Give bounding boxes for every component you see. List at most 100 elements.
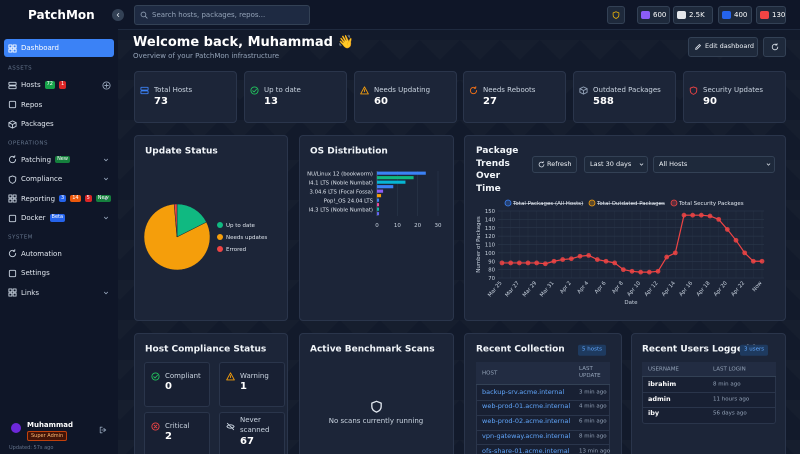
table-header: [476, 362, 610, 385]
page-title: Welcome back, Muhammad 👋: [133, 35, 354, 51]
icon: [116, 13, 120, 17]
icon: [639, 163, 643, 166]
search-box[interactable]: [134, 5, 310, 25]
legend-label: Total Outdated Packages: [596, 201, 665, 207]
nav-item[interactable]: Compliance: [8, 172, 62, 186]
username: iby: [648, 409, 660, 418]
bar: [377, 180, 406, 184]
os-distribution-chart: 0 10 20 30 NU/Linux 12 (bookworm) l4.1 LTS (N…: [307, 171, 442, 229]
bar: [377, 185, 394, 189]
icon: [150, 371, 160, 381]
line-point: [681, 212, 687, 218]
nav-label: Settings: [21, 269, 50, 277]
host-link[interactable]: web-prod-01.acme.internal: [482, 402, 571, 411]
nav-section-title: ASSETS: [8, 65, 33, 72]
column-header: USERNAME: [648, 366, 679, 373]
line-point: [690, 212, 696, 218]
nav-item[interactable]: Automation: [8, 247, 62, 261]
refresh-button[interactable]: [763, 37, 786, 57]
legend-label: Up to date: [226, 223, 256, 229]
nav-item[interactable]: Links: [8, 286, 39, 300]
nav-badge: 1: [58, 81, 67, 89]
icon: [150, 421, 160, 431]
counter-icon: [760, 11, 769, 19]
y-tick-label: 70: [488, 276, 495, 282]
nav-label: Repos: [21, 100, 43, 109]
card-title: OS Distribution: [310, 146, 388, 157]
bar: [377, 171, 426, 175]
refresh-label: Refresh: [547, 159, 572, 168]
award-button[interactable]: [607, 6, 625, 24]
collapse-button[interactable]: [112, 9, 124, 21]
nav-item[interactable]: Settings: [8, 266, 50, 280]
icon: [359, 85, 369, 94]
user-name: Muhammad: [27, 420, 73, 429]
stat-label: Security Updates: [703, 85, 763, 94]
last-login: 8 min ago: [713, 381, 741, 388]
counter-value: 600: [653, 10, 667, 19]
line-point: [638, 269, 644, 275]
y-tick-label: 120: [485, 234, 496, 240]
column-header: HOST: [482, 370, 498, 377]
last-updated: Updated: 57s ago: [9, 445, 54, 451]
icon: [578, 85, 588, 95]
nav-label: Compliance: [21, 175, 63, 183]
compliance-label: Critical: [165, 421, 190, 430]
stat-value: 73: [154, 95, 168, 107]
hosts-select[interactable]: [653, 156, 775, 173]
line-point: [742, 250, 748, 256]
host-link[interactable]: ofs-share-01.acme.internal: [482, 446, 570, 454]
range-select[interactable]: [584, 156, 648, 173]
counter-button[interactable]: [673, 6, 713, 24]
host-link[interactable]: backup-srv.acme.internal: [482, 387, 565, 396]
nav-item[interactable]: Packages: [8, 117, 54, 131]
icon: [8, 155, 17, 164]
nav-item[interactable]: Dashboard: [8, 41, 59, 55]
user-role: Super Admin: [27, 431, 68, 441]
counter-button[interactable]: [637, 6, 670, 24]
y-tick-label: 110: [485, 243, 496, 249]
stat-value: 13: [264, 95, 278, 107]
bar: [377, 203, 380, 207]
line-point: [655, 268, 661, 274]
x-tick-label: Apr 12: [644, 280, 660, 297]
legend-label: Total Packages (All Hosts): [512, 201, 583, 207]
edit-dashboard-button[interactable]: [688, 37, 758, 57]
host-link[interactable]: web-prod-02.acme.internal: [482, 417, 571, 426]
legend-swatch: [217, 246, 223, 252]
x-tick-label: Mar 29: [522, 280, 538, 298]
host-link[interactable]: vpn-gateway.acme.internal: [482, 431, 571, 440]
icon: [104, 177, 108, 181]
line-point: [577, 253, 583, 259]
username: ibrahim: [648, 380, 677, 389]
last-update: 6 min ago: [579, 418, 607, 425]
nav-badge: Beta: [49, 214, 66, 222]
x-tick-label: 0: [375, 223, 379, 229]
last-update: 4 min ago: [579, 404, 607, 410]
nav-item[interactable]: Docker Beta: [8, 211, 66, 225]
line-point: [516, 260, 522, 266]
legend-label: Errored: [226, 247, 246, 253]
line-point: [525, 260, 531, 266]
line-point: [499, 260, 505, 266]
legend-swatch: [670, 199, 678, 207]
refresh-trends-button[interactable]: [532, 156, 577, 173]
row-divider: [476, 444, 610, 446]
x-tick-label: Apr 20: [713, 280, 729, 298]
icon: [612, 11, 620, 19]
logo: PatchMon: [28, 7, 95, 22]
counter-button[interactable]: [756, 6, 786, 24]
y-tick-label: l4.1 LTS (Noble Numbat): [309, 180, 373, 186]
stat-card: [683, 71, 786, 123]
nav-label: Automation: [21, 249, 62, 258]
counter-button[interactable]: [718, 6, 752, 24]
nav-item[interactable]: Repos: [8, 98, 42, 112]
legend-swatch: [588, 199, 596, 207]
nav-item[interactable]: Hosts 72 1: [8, 78, 67, 92]
icon: [8, 249, 17, 258]
x-tick-label: Mar 27: [504, 280, 520, 298]
nav-item[interactable]: Reporting 3 14 5 New: [8, 192, 111, 206]
icon: [8, 194, 17, 203]
y-tick-label: Pop!_OS 24.04 LTS: [324, 198, 374, 204]
nav-item[interactable]: Patching New: [8, 153, 70, 167]
